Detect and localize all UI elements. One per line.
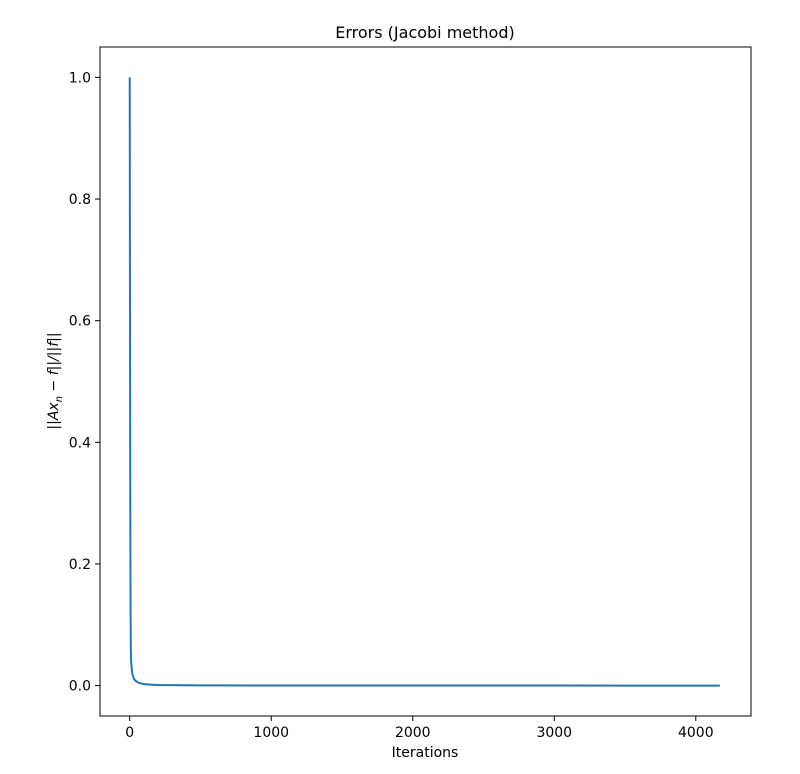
x-axis-label: Iterations xyxy=(392,745,459,761)
axes-frame xyxy=(99,46,752,717)
x-tick-label: 0 xyxy=(125,725,134,741)
chart-title: Errors (Jacobi method) xyxy=(335,23,515,42)
y-tick-label: 0.8 xyxy=(69,192,91,208)
y-tick-label: 0.4 xyxy=(69,435,91,451)
x-tick-label: 4000 xyxy=(678,725,714,741)
y-tick-label: 1.0 xyxy=(69,70,91,86)
x-axis: 0 1000 2000 3000 4000 xyxy=(125,716,714,741)
y-axis-label: ||Axn − f||/||f|| xyxy=(46,332,65,429)
y-axis-label-close: − f||/||f|| xyxy=(46,332,62,396)
y-tick-label: 0.0 xyxy=(69,679,91,695)
y-axis: 0.0 0.2 0.4 0.6 0.8 1.0 xyxy=(69,70,100,695)
y-axis-label-subscript: n xyxy=(54,396,65,402)
y-tick-label: 0.2 xyxy=(69,557,91,573)
y-axis-label-open: ||Ax xyxy=(46,402,62,430)
series-line xyxy=(128,77,720,687)
x-tick-label: 1000 xyxy=(253,725,289,741)
series-layer xyxy=(128,77,720,687)
x-tick-label: 3000 xyxy=(536,725,572,741)
x-tick-label: 2000 xyxy=(395,725,431,741)
plot-area xyxy=(99,46,752,717)
y-tick-label: 0.6 xyxy=(69,314,91,330)
